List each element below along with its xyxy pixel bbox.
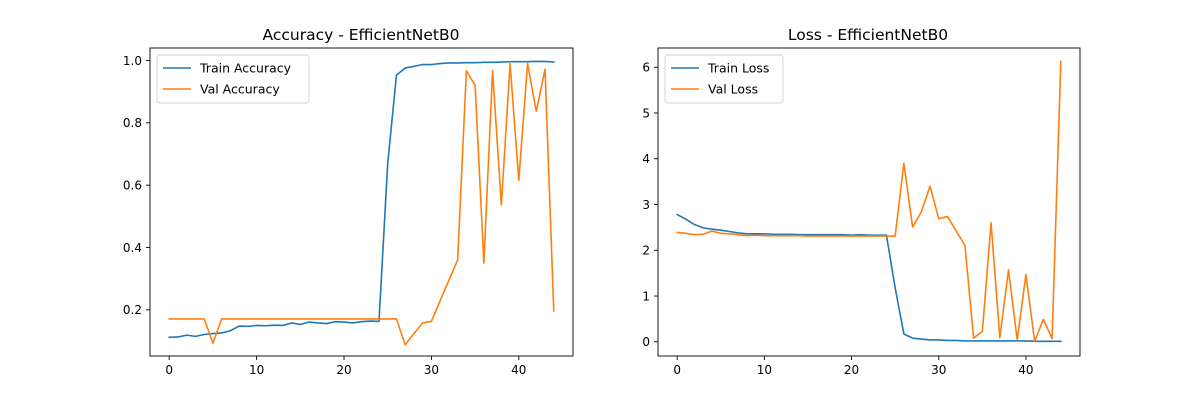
accuracy-chart-title: Accuracy - EfficientNetB0 [263, 26, 460, 44]
loss-chart-panel: Loss - EfficientNetB0 0 10 20 30 40 0 1 2 3 4 5 6 Tr… [642, 26, 1081, 377]
loss-x-tick-label: 10 [757, 363, 772, 377]
loss-series-train-loss-line [676, 213, 1062, 343]
accuracy-axes-frame [149, 47, 574, 357]
accuracy-legend-label-val-accuracy: Val Accuracy [200, 81, 280, 96]
loss-x-tick-label: 0 [673, 363, 681, 377]
accuracy-chart-panel: Accuracy - EfficientNetB0 0 10 20 30 40 0.2 0.… [123, 26, 574, 377]
accuracy-x-tick-label: 0 [165, 363, 173, 377]
loss-axes-frame [657, 47, 1081, 357]
loss-y-tick-label: 4 [642, 152, 650, 166]
loss-x-tick-label: 40 [1018, 363, 1033, 377]
accuracy-y-tick-label: 0.6 [123, 178, 142, 192]
loss-x-tick-label: 30 [931, 363, 946, 377]
accuracy-x-tick-label: 40 [511, 363, 526, 377]
accuracy-y-tick-label: 1.0 [123, 54, 142, 68]
loss-series-val-loss-line [676, 60, 1062, 343]
loss-legend-box [664, 54, 784, 104]
accuracy-x-tick-label: 10 [249, 363, 264, 377]
loss-legend-label-val-loss: Val Loss [708, 81, 758, 96]
loss-y-tick-label: 6 [642, 61, 650, 75]
accuracy-legend-box [156, 54, 310, 104]
accuracy-x-tick-label: 30 [424, 363, 439, 377]
accuracy-y-tick-label: 0.4 [123, 241, 142, 255]
accuracy-series-val-accuracy-line [168, 62, 555, 346]
loss-y-tick-label: 2 [642, 244, 650, 258]
accuracy-y-tick-label: 0.8 [123, 116, 142, 130]
loss-y-tick-label: 3 [642, 198, 650, 212]
loss-y-tick-label: 1 [642, 289, 650, 303]
loss-chart-title: Loss - EfficientNetB0 [788, 26, 948, 44]
loss-y-tick-label: 5 [642, 106, 650, 120]
accuracy-legend-label-train-accuracy: Train Accuracy [199, 60, 292, 75]
accuracy-y-tick-label: 0.2 [123, 303, 142, 317]
loss-y-tick-label: 0 [642, 335, 650, 349]
loss-legend-label-train-loss: Train Loss [707, 60, 769, 75]
accuracy-series-train-accuracy-line [168, 60, 555, 339]
loss-x-tick-label: 20 [844, 363, 859, 377]
accuracy-x-tick-label: 20 [336, 363, 351, 377]
